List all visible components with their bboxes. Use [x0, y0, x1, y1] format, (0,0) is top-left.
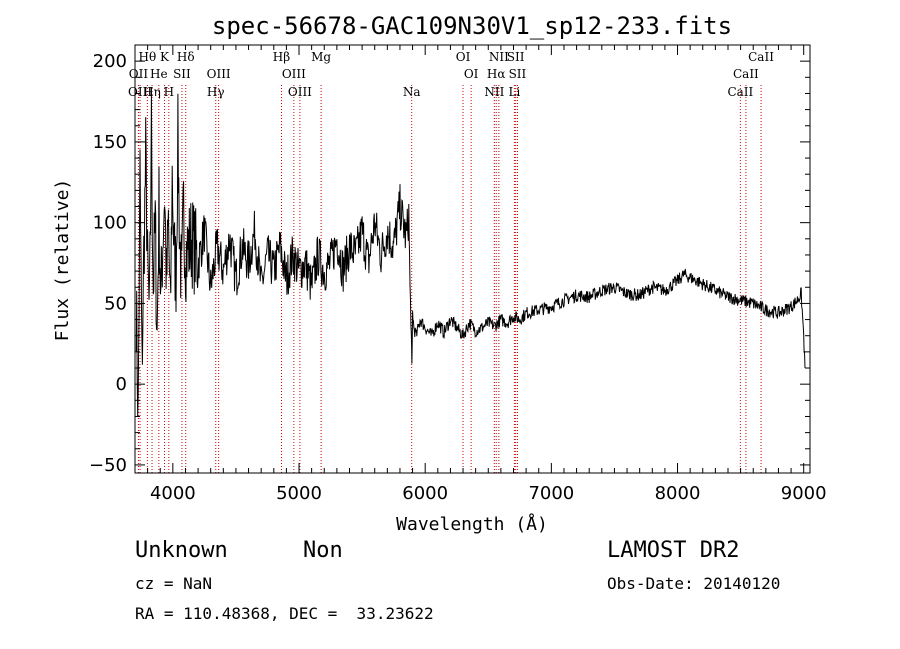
- marker-label-23: Na: [403, 85, 421, 99]
- marker-label-16: SII: [509, 67, 527, 81]
- y-tick-label: −50: [89, 455, 127, 476]
- marker-label-7: SII: [507, 50, 525, 64]
- plot-frame: [134, 44, 811, 474]
- marker-label-22: OIII: [288, 85, 312, 99]
- object-subclass: Non: [303, 538, 343, 563]
- marker-label-14: OI: [464, 67, 479, 81]
- x-tick-label: 4000: [150, 483, 196, 504]
- marker-label-10: He: [150, 67, 168, 81]
- marker-label-5: OI: [456, 50, 471, 64]
- x-tick-label: 8000: [655, 483, 701, 504]
- marker-label-15: Hα: [487, 67, 506, 81]
- marker-label-19: Hη: [143, 85, 161, 99]
- y-tick-label: 50: [104, 293, 127, 314]
- marker-label-9: OII: [129, 67, 149, 81]
- marker-label-21: Hγ: [207, 85, 225, 99]
- marker-label-2: Hδ: [177, 50, 195, 64]
- marker-label-4: Mg: [311, 50, 331, 64]
- marker-label-24: NII: [484, 85, 504, 99]
- y-axis: −50 0 50 100 150 200: [89, 51, 810, 476]
- y-tick-label: 150: [93, 132, 127, 153]
- marker-label-13: OIII: [282, 67, 306, 81]
- marker-label-3: Hβ: [273, 50, 290, 64]
- marker-label-6: NII: [489, 50, 509, 64]
- marker-label-11: SII: [173, 67, 191, 81]
- x-tick-label: 9000: [781, 483, 827, 504]
- x-tick-label: 7000: [528, 483, 574, 504]
- marker-label-25: Li: [508, 85, 520, 99]
- marker-label-12: OIII: [207, 67, 231, 81]
- x-tick-label: 6000: [402, 483, 448, 504]
- survey-name: LAMOST DR2: [607, 538, 740, 563]
- spectrum-line: [135, 93, 806, 417]
- sky-coordinates: RA = 110.48368, DEC = 33.23622: [135, 604, 434, 623]
- chart-title: spec-56678-GAC109N30V1_sp12-233.fits: [212, 12, 732, 40]
- marker-label-0: Hθ: [139, 50, 157, 64]
- marker-label-20: H: [164, 85, 174, 99]
- x-axis-label: Wavelength (Å): [396, 513, 548, 535]
- redshift-cz: cz = NaN: [135, 574, 213, 593]
- series-layer: [135, 93, 806, 417]
- object-class: Unknown: [135, 538, 228, 563]
- x-tick-label: 5000: [276, 483, 322, 504]
- marker-label-26: CaII: [727, 85, 753, 99]
- x-axis: 4000 5000 6000 7000 8000 9000: [147, 45, 827, 504]
- y-axis-label: Flux (relative): [52, 179, 73, 342]
- marker-label-8: CaII: [748, 50, 774, 64]
- marker-label-17: CaII: [733, 67, 759, 81]
- y-tick-label: 200: [93, 51, 127, 72]
- observation-date: Obs-Date: 20140120: [607, 574, 781, 593]
- marker-label-1: K: [160, 50, 170, 64]
- marker-label-18: OIII: [128, 85, 152, 99]
- y-tick-label: 100: [93, 213, 127, 234]
- y-tick-label: 0: [116, 374, 127, 395]
